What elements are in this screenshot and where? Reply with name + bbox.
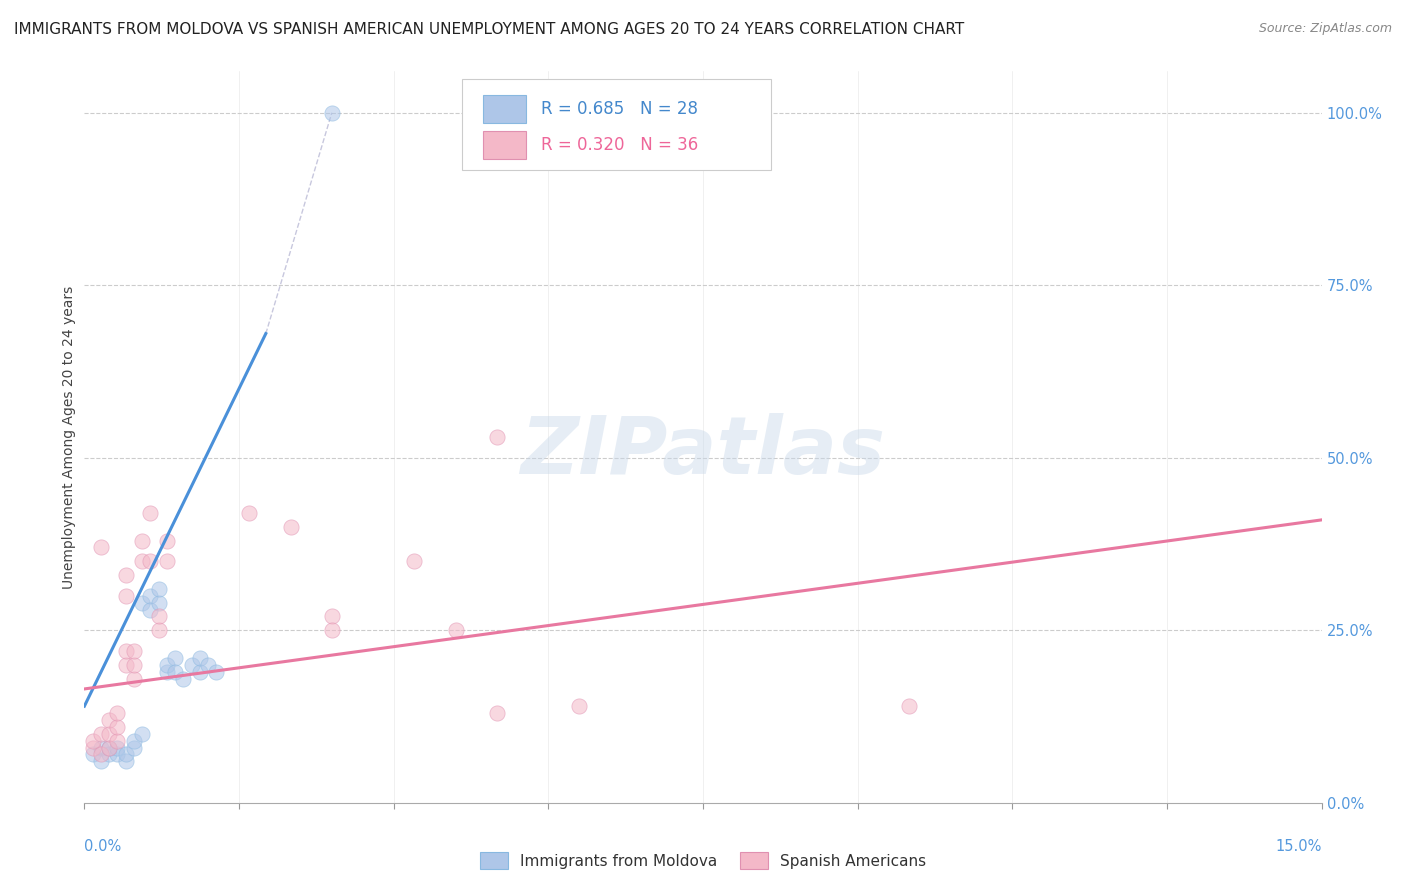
Y-axis label: Unemployment Among Ages 20 to 24 years: Unemployment Among Ages 20 to 24 years [62, 285, 76, 589]
Point [131, 554, 153, 568]
Point [122, 672, 145, 686]
Point [114, 755, 136, 769]
Point [114, 644, 136, 658]
Point [238, 506, 260, 520]
Point [90, 755, 112, 769]
Point [321, 105, 343, 120]
Point [156, 657, 179, 672]
Point [898, 699, 921, 714]
Point [114, 589, 136, 603]
Point [131, 533, 153, 548]
Point [90, 747, 112, 762]
Point [156, 533, 179, 548]
Point [122, 740, 145, 755]
Point [148, 596, 170, 610]
Point [98, 747, 121, 762]
Text: 15.0%: 15.0% [1275, 839, 1322, 855]
Point [98, 727, 121, 741]
Point [105, 720, 128, 734]
Point [148, 624, 170, 638]
Point [165, 665, 187, 679]
Point [98, 740, 121, 755]
Point [165, 651, 187, 665]
Point [98, 713, 121, 727]
Text: R = 0.320   N = 36: R = 0.320 N = 36 [541, 136, 699, 154]
Point [105, 747, 128, 762]
Text: Source: ZipAtlas.com: Source: ZipAtlas.com [1258, 22, 1392, 36]
Point [114, 657, 136, 672]
Point [114, 747, 136, 762]
Point [131, 727, 153, 741]
Point [122, 644, 145, 658]
Point [321, 609, 343, 624]
Point [139, 589, 162, 603]
Point [188, 665, 211, 679]
Point [105, 740, 128, 755]
Text: ZIPatlas: ZIPatlas [520, 413, 886, 491]
Bar [482, 95, 526, 122]
Point [122, 657, 145, 672]
Point [404, 554, 426, 568]
FancyBboxPatch shape [461, 78, 770, 170]
Point [139, 506, 162, 520]
Point [205, 665, 228, 679]
Point [98, 740, 121, 755]
Point [485, 706, 508, 720]
Point [568, 699, 591, 714]
Point [105, 733, 128, 747]
Bar [482, 131, 526, 159]
Point [82, 740, 104, 755]
Point [105, 706, 128, 720]
Point [114, 568, 136, 582]
Point [156, 665, 179, 679]
Point [148, 582, 170, 596]
Point [444, 624, 467, 638]
Legend: Immigrants from Moldova, Spanish Americans: Immigrants from Moldova, Spanish America… [474, 846, 932, 875]
Point [156, 554, 179, 568]
Point [180, 657, 202, 672]
Point [82, 747, 104, 762]
Point [172, 672, 194, 686]
Point [485, 430, 508, 444]
Text: IMMIGRANTS FROM MOLDOVA VS SPANISH AMERICAN UNEMPLOYMENT AMONG AGES 20 TO 24 YEA: IMMIGRANTS FROM MOLDOVA VS SPANISH AMERI… [14, 22, 965, 37]
Point [131, 596, 153, 610]
Point [139, 602, 162, 616]
Point [90, 740, 112, 755]
Point [280, 520, 302, 534]
Point [148, 609, 170, 624]
Point [321, 624, 343, 638]
Text: R = 0.685   N = 28: R = 0.685 N = 28 [541, 100, 697, 118]
Point [90, 541, 112, 555]
Text: 0.0%: 0.0% [84, 839, 121, 855]
Point [139, 554, 162, 568]
Point [197, 657, 219, 672]
Point [82, 733, 104, 747]
Point [188, 651, 211, 665]
Point [122, 733, 145, 747]
Point [90, 727, 112, 741]
